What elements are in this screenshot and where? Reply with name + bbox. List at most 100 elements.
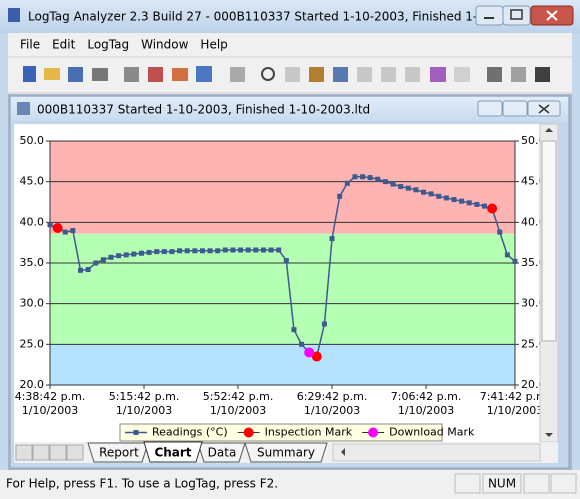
reading-marker: [497, 229, 503, 235]
tab-active[interactable]: [143, 441, 203, 463]
reading-marker: [100, 257, 106, 263]
legend-label: Readings (°C): [152, 426, 228, 439]
reading-marker: [230, 247, 236, 253]
tool-c[interactable]: [333, 67, 348, 82]
y-tick-label: 40.0: [20, 215, 45, 228]
legend-swatch: [133, 430, 139, 435]
reading-marker: [504, 252, 510, 258]
tool-g[interactable]: [430, 67, 446, 82]
reading-marker: [451, 197, 457, 203]
reading-marker: [131, 251, 137, 257]
x-tick-label: 1/10/2003: [22, 404, 78, 417]
reading-marker: [283, 258, 289, 264]
reading-marker: [482, 203, 488, 209]
tool-e[interactable]: [381, 67, 396, 82]
maximize-button[interactable]: [502, 5, 531, 26]
event-marker: [304, 347, 315, 358]
scroll-up[interactable]: [545, 128, 553, 132]
tool-logtag[interactable]: [196, 66, 212, 82]
reading-marker: [253, 247, 259, 253]
tool-open[interactable]: [44, 68, 60, 80]
tab-prev[interactable]: [32, 444, 50, 461]
tool-download[interactable]: [172, 68, 188, 81]
x-tick-label: 1/10/2003: [304, 404, 360, 417]
menu-item[interactable]: Window: [141, 38, 189, 52]
scroll-thumb[interactable]: [541, 140, 557, 342]
reading-marker: [413, 187, 419, 193]
tool-save[interactable]: [68, 67, 83, 82]
tool-zoom[interactable]: [261, 67, 275, 81]
tool-h[interactable]: [454, 67, 470, 82]
tab-label[interactable]: Summary: [257, 446, 315, 460]
tab-last[interactable]: [66, 444, 84, 461]
scroll-left[interactable]: [341, 448, 345, 456]
reading-marker: [443, 195, 449, 201]
reading-marker: [215, 248, 221, 254]
y-tick-label: 35.0: [20, 256, 45, 269]
minimize-button[interactable]: [475, 5, 504, 26]
reading-marker: [222, 247, 228, 253]
menu-item[interactable]: Edit: [52, 38, 76, 52]
reading-marker: [238, 247, 244, 253]
tool-f[interactable]: [405, 67, 420, 82]
tab-first[interactable]: [15, 444, 33, 461]
menu-item[interactable]: File: [20, 38, 40, 52]
tab[interactable]: [244, 442, 328, 463]
reading-marker: [93, 260, 99, 266]
reading-marker: [291, 327, 297, 333]
reading-marker: [169, 249, 175, 255]
child-minimize[interactable]: [477, 100, 503, 117]
chart: 20.0 20.0 25.0 25.0 30.0 30.0 35.0 35.0 40.0 40.0…: [15, 134, 551, 442]
tool-help[interactable]: [535, 67, 550, 82]
reading-marker: [405, 185, 411, 191]
tab-label[interactable]: Chart: [154, 446, 191, 460]
reading-marker: [390, 181, 396, 187]
reading-marker: [367, 175, 373, 181]
reading-marker: [47, 222, 53, 228]
tool-properties[interactable]: [124, 67, 139, 82]
x-tick-label: 7:41:42 p.m.: [480, 390, 551, 403]
tab[interactable]: [197, 442, 246, 463]
y-tick-label: 25.0: [20, 337, 45, 350]
app-title: LogTag Analyzer 2.3 Build 27 - 000B11033…: [28, 10, 547, 24]
tool-configure[interactable]: [148, 67, 163, 82]
reading-marker: [199, 248, 205, 254]
tab-label[interactable]: Data: [208, 446, 237, 460]
x-tick-label: 1/10/2003: [116, 404, 172, 417]
tab[interactable]: [87, 442, 149, 463]
y2-tick-label: 25.0: [521, 337, 546, 350]
reading-marker: [207, 248, 213, 254]
child-restore[interactable]: [502, 100, 528, 117]
x-tick-label: 7:06:42 p.m.: [391, 390, 462, 403]
menu-item[interactable]: Help: [200, 38, 227, 52]
reading-marker: [116, 253, 122, 259]
tool-b[interactable]: [309, 67, 324, 82]
event-marker: [487, 203, 498, 214]
tool-new[interactable]: [23, 66, 36, 82]
tool-copy[interactable]: [230, 67, 245, 82]
tool-d[interactable]: [357, 67, 372, 82]
tool-a[interactable]: [285, 67, 300, 82]
tab-label[interactable]: Report: [99, 446, 139, 460]
reading-marker: [352, 174, 358, 180]
tool-print[interactable]: [92, 68, 108, 81]
reading-marker: [321, 321, 327, 327]
scroll-down[interactable]: [545, 433, 553, 437]
reading-marker: [382, 179, 388, 185]
close-glyph: [546, 10, 558, 21]
reading-marker: [108, 254, 114, 260]
reading-marker: [62, 229, 68, 235]
status-panel: [550, 473, 577, 494]
reading-marker: [245, 247, 251, 253]
horizontal-scrollbar[interactable]: [332, 443, 541, 462]
tab-next[interactable]: [49, 444, 67, 461]
reading-marker: [329, 236, 335, 242]
reading-marker: [421, 189, 427, 195]
menu-item[interactable]: LogTag: [87, 38, 129, 52]
tool-i[interactable]: [487, 67, 502, 82]
tool-j[interactable]: [511, 67, 526, 82]
app-icon: [8, 8, 20, 22]
x-tick-label: 1/10/2003: [398, 404, 454, 417]
reading-marker: [154, 249, 160, 255]
